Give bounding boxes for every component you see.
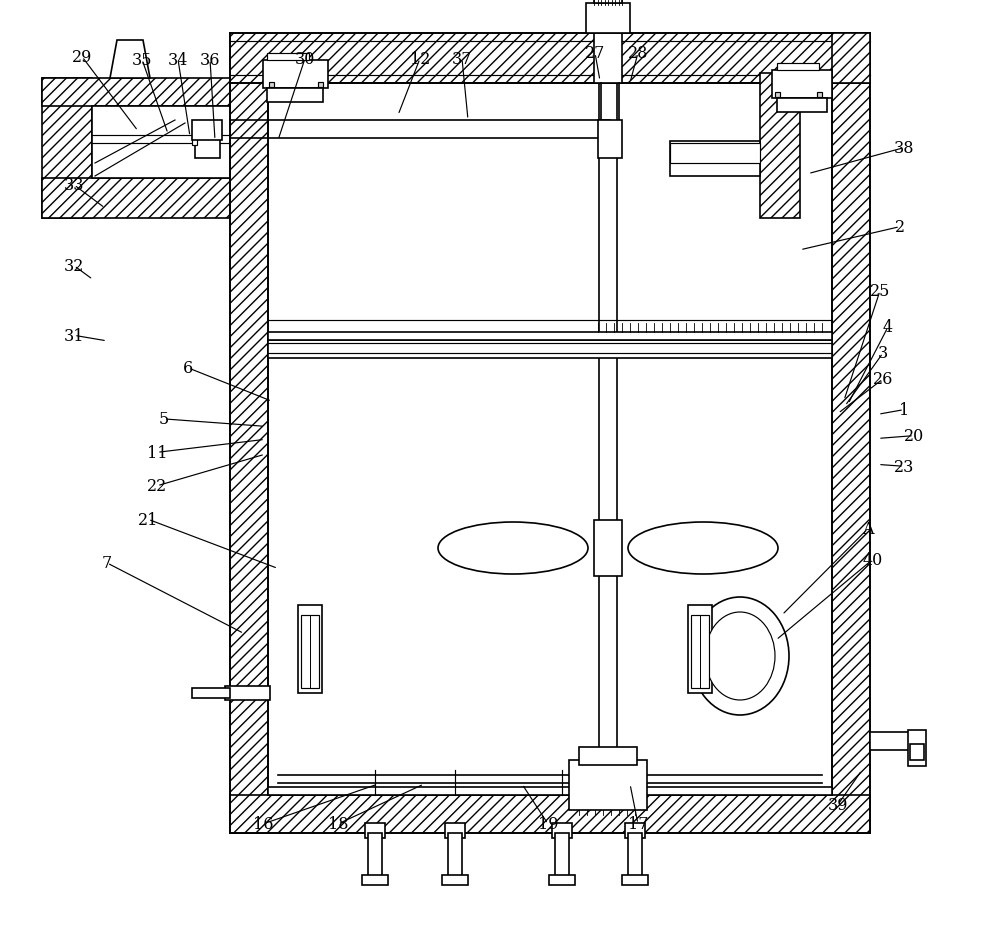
Bar <box>594 34 622 84</box>
Bar <box>92 107 230 179</box>
Bar <box>549 875 575 885</box>
Text: 2: 2 <box>895 219 905 236</box>
Bar <box>195 129 220 159</box>
Text: 31: 31 <box>64 328 84 344</box>
Bar <box>230 84 268 833</box>
Bar <box>268 341 832 358</box>
Text: 21: 21 <box>138 511 158 528</box>
Text: 39: 39 <box>828 796 848 813</box>
Text: 37: 37 <box>452 51 472 68</box>
Bar <box>817 93 822 97</box>
Bar <box>298 605 322 693</box>
Text: 17: 17 <box>628 816 648 832</box>
Text: 26: 26 <box>873 371 893 388</box>
Text: 11: 11 <box>147 445 167 461</box>
Bar <box>908 730 926 767</box>
Bar <box>362 875 388 885</box>
Bar <box>368 833 382 878</box>
Text: 1: 1 <box>899 402 909 419</box>
Bar <box>777 64 819 71</box>
Text: 32: 32 <box>64 258 84 275</box>
Polygon shape <box>110 41 150 79</box>
Bar <box>267 54 309 61</box>
Bar <box>625 823 645 838</box>
Bar <box>670 144 760 164</box>
Ellipse shape <box>438 522 588 574</box>
Bar <box>688 605 712 693</box>
Text: A: A <box>862 521 874 537</box>
Bar <box>448 833 462 878</box>
Bar <box>318 83 323 88</box>
Text: 20: 20 <box>904 428 924 445</box>
Text: 3: 3 <box>878 345 888 362</box>
Bar <box>775 93 780 97</box>
Bar <box>301 615 319 689</box>
Bar <box>192 138 197 146</box>
Text: 35: 35 <box>132 52 152 69</box>
Bar <box>555 833 569 878</box>
Text: 30: 30 <box>295 51 315 68</box>
Text: 29: 29 <box>72 49 92 66</box>
Bar <box>594 0 622 4</box>
Bar <box>225 687 270 701</box>
Bar <box>772 71 832 99</box>
Text: 33: 33 <box>64 177 84 194</box>
Bar <box>670 142 760 177</box>
Bar <box>832 84 870 833</box>
Text: 18: 18 <box>328 816 348 832</box>
Text: 25: 25 <box>870 283 890 300</box>
Bar <box>268 787 832 795</box>
Bar <box>628 833 642 878</box>
Bar <box>777 99 827 113</box>
Bar <box>42 79 92 219</box>
Bar <box>42 179 230 219</box>
Bar <box>622 875 648 885</box>
Ellipse shape <box>691 598 789 715</box>
Text: 16: 16 <box>253 816 273 832</box>
Bar <box>691 615 709 689</box>
Bar <box>832 34 870 84</box>
Text: 28: 28 <box>628 45 648 62</box>
Text: 23: 23 <box>894 458 914 475</box>
Bar <box>192 121 222 141</box>
Bar <box>192 689 230 698</box>
Text: 27: 27 <box>585 45 605 62</box>
Bar <box>230 34 870 84</box>
Text: 34: 34 <box>168 52 188 69</box>
Bar <box>586 4 630 34</box>
Bar <box>263 61 328 89</box>
Bar <box>230 795 870 833</box>
Text: 40: 40 <box>863 551 883 568</box>
Text: 7: 7 <box>102 555 112 572</box>
Ellipse shape <box>705 612 775 701</box>
Text: 19: 19 <box>538 816 558 832</box>
Text: 36: 36 <box>200 52 220 69</box>
Bar <box>442 875 468 885</box>
Bar <box>579 747 637 766</box>
Bar <box>569 760 647 810</box>
Bar <box>365 823 385 838</box>
Bar <box>910 744 924 760</box>
Bar <box>552 823 572 838</box>
Text: 5: 5 <box>159 411 169 428</box>
Bar <box>760 74 800 219</box>
Text: 12: 12 <box>410 51 430 68</box>
Bar <box>594 521 622 576</box>
Text: 38: 38 <box>894 140 914 157</box>
Ellipse shape <box>628 522 778 574</box>
Bar <box>445 823 465 838</box>
Bar <box>267 89 323 103</box>
Text: 4: 4 <box>883 319 893 336</box>
Text: 6: 6 <box>183 360 193 377</box>
Bar <box>598 121 622 159</box>
Text: 22: 22 <box>147 478 167 495</box>
Bar <box>870 732 915 750</box>
Bar <box>268 332 832 341</box>
Bar <box>269 83 274 88</box>
Bar <box>42 79 230 107</box>
